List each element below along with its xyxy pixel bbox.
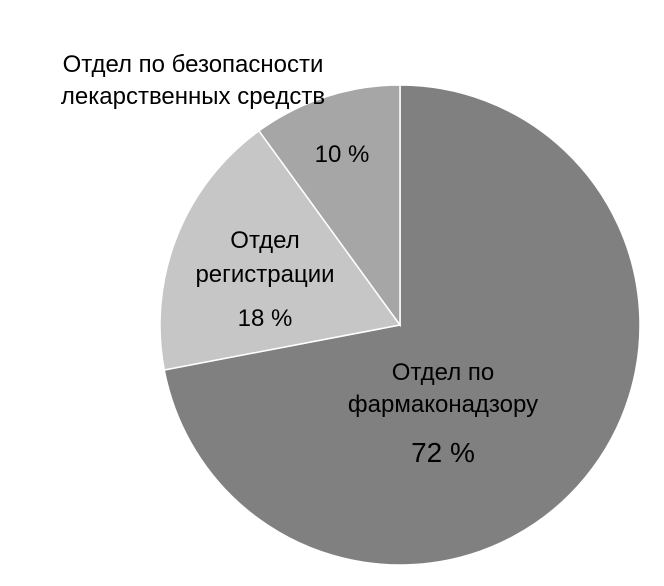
pie-slices (159, 84, 641, 566)
pie-slice-2 (257, 84, 401, 328)
pie-slice-0 (163, 84, 641, 566)
slice-label-2-line-1: лекарственных средств (61, 83, 325, 110)
pie-slice-1 (159, 129, 402, 371)
slice-label-0-line-0: Отдел по (392, 359, 494, 386)
slice-value-label-1: 18 % (238, 305, 293, 332)
slice-label-2-line-0: Отдел по безопасности (63, 51, 324, 78)
slice-label-1-line-0: Отдел (230, 227, 299, 254)
slice-label-1-line-1: регистрации (195, 261, 334, 288)
slice-label-0-line-1: фармаконадзору (348, 391, 538, 418)
pie-labels: Отдел по фармаконадзору 72 % Отдел регистрац… (61, 51, 538, 468)
slice-value-label-2: 10 % (315, 141, 370, 168)
slice-value-label-0: 72 % (411, 437, 475, 468)
